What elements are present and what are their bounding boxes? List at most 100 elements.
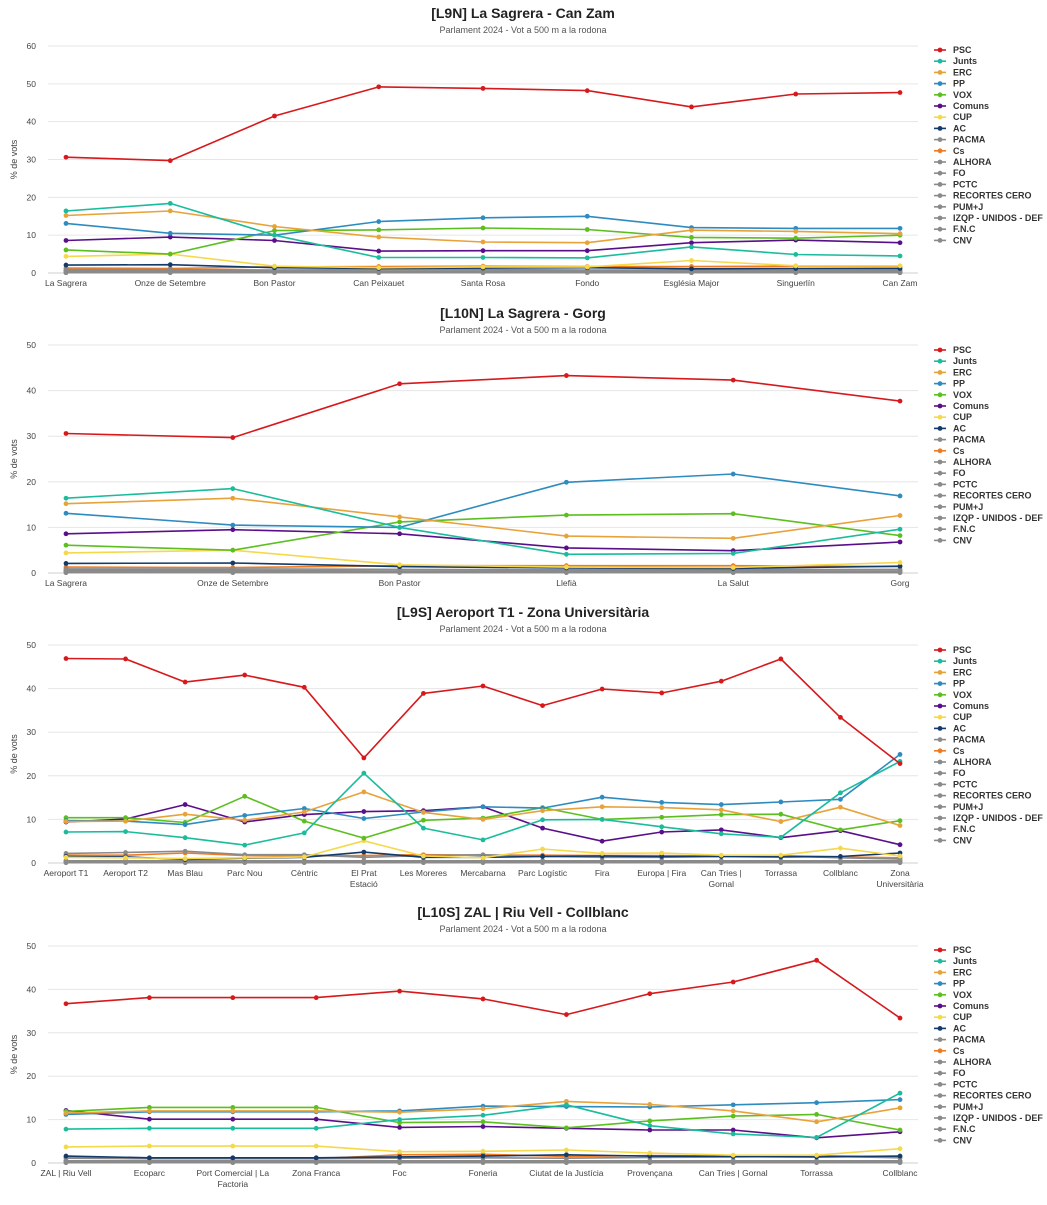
data-point-psc xyxy=(376,84,381,89)
data-point-psc xyxy=(719,679,724,684)
legend-swatch-dot xyxy=(938,437,943,442)
legend-swatch-dot xyxy=(938,193,943,198)
data-point-erc xyxy=(689,228,694,233)
data-point-erc xyxy=(64,501,69,506)
y-tick-label: 20 xyxy=(27,477,37,487)
legend-item-fo: FO xyxy=(934,168,966,178)
legend-swatch-dot xyxy=(938,1004,943,1009)
legend-swatch-dot xyxy=(938,737,943,742)
data-point-alhora xyxy=(540,859,545,864)
legend-label: PP xyxy=(953,679,965,689)
legend-item-pacma: PACMA xyxy=(934,135,986,145)
data-point-cup xyxy=(272,264,277,269)
x-tick-label: Bon Pastor xyxy=(253,278,295,288)
data-point-pp xyxy=(898,226,903,231)
data-point-psc xyxy=(314,995,319,1000)
legend-item-izqp-unidos-def: IZQP - UNIDOS - DEF xyxy=(934,813,1043,823)
legend-item-cs: Cs xyxy=(934,146,965,156)
legend-item-cup: CUP xyxy=(934,1012,972,1022)
data-point-pacma xyxy=(64,267,69,272)
data-point-cup xyxy=(376,265,381,270)
legend-item-recortes-cero: RECORTES CERO xyxy=(934,791,1032,801)
legend-label: CNV xyxy=(953,235,972,245)
data-point-erc xyxy=(64,1111,69,1116)
data-point-erc xyxy=(361,790,366,795)
data-point-psc xyxy=(361,756,366,761)
legend-swatch-dot xyxy=(938,1116,943,1121)
data-point-psc xyxy=(731,980,736,985)
data-point-pp xyxy=(64,511,69,516)
legend-swatch-dot xyxy=(938,160,943,165)
data-point-erc xyxy=(793,229,798,234)
data-point-erc xyxy=(898,513,903,518)
data-point-erc xyxy=(719,807,724,812)
data-point-junts xyxy=(647,1123,652,1128)
legend-label: FO xyxy=(953,468,966,478)
legend-swatch-dot xyxy=(938,1104,943,1109)
legend-item-vox: VOX xyxy=(934,990,972,1000)
data-point-junts xyxy=(64,830,69,835)
legend-swatch-dot xyxy=(938,1026,943,1031)
legend-swatch-dot xyxy=(938,426,943,431)
y-axis-label: % de vots xyxy=(9,734,19,774)
legend-item-pctc: PCTC xyxy=(934,179,978,189)
x-tick-label: Onze de Setembre xyxy=(197,578,269,588)
legend-item-vox: VOX xyxy=(934,690,972,700)
data-point-vox xyxy=(731,511,736,516)
series-junts xyxy=(64,759,903,848)
series-line-pacma xyxy=(66,569,900,570)
data-point-pp xyxy=(361,816,366,821)
data-point-vox xyxy=(64,248,69,253)
series-line-psc xyxy=(66,659,900,764)
legend-item-cnv: CNV xyxy=(934,235,972,245)
legend-item-pctc: PCTC xyxy=(934,1079,978,1089)
legend-label: Junts xyxy=(953,956,977,966)
legend-swatch-dot xyxy=(938,1093,943,1098)
legend-item-pctc: PCTC xyxy=(934,779,978,789)
y-tick-label: 10 xyxy=(27,230,37,240)
data-point-erc xyxy=(898,231,903,236)
legend-swatch-dot xyxy=(938,992,943,997)
data-point-cup xyxy=(898,263,903,268)
data-point-junts xyxy=(778,835,783,840)
legend-swatch-dot xyxy=(938,659,943,664)
x-tick-label: Foneria xyxy=(469,1168,498,1178)
legend-label: ALHORA xyxy=(953,457,992,467)
legend-label: CUP xyxy=(953,112,972,122)
data-point-pp xyxy=(898,1097,903,1102)
data-point-pp xyxy=(898,494,903,499)
data-point-ac xyxy=(314,1155,319,1160)
series-cup xyxy=(64,252,903,270)
legend-item-fo: FO xyxy=(934,768,966,778)
y-tick-label: 0 xyxy=(31,568,36,578)
legend-swatch-dot xyxy=(938,1071,943,1076)
data-point-vox xyxy=(397,520,402,525)
legend-label: PP xyxy=(953,79,965,89)
x-tick-label: Les Moreres xyxy=(400,868,447,878)
data-point-cup xyxy=(481,265,486,270)
data-point-psc xyxy=(123,657,128,662)
data-point-erc xyxy=(272,224,277,229)
data-point-pp xyxy=(64,221,69,226)
legend-swatch-dot xyxy=(938,381,943,386)
data-point-pacma xyxy=(183,849,188,854)
data-point-junts xyxy=(481,837,486,842)
legend-label: AC xyxy=(953,1023,966,1033)
legend-label: RECORTES CERO xyxy=(953,1091,1032,1101)
data-point-cup xyxy=(314,1144,319,1149)
data-point-erc xyxy=(540,808,545,813)
legend-label: Comuns xyxy=(953,1001,989,1011)
legend-label: ERC xyxy=(953,367,973,377)
legend-swatch-dot xyxy=(938,681,943,686)
legend-label: F.N.C xyxy=(953,224,976,234)
data-point-junts xyxy=(731,551,736,556)
data-point-cup xyxy=(230,1144,235,1149)
x-tick-label: Església Major xyxy=(664,278,720,288)
data-point-erc xyxy=(838,805,843,810)
data-point-comuns xyxy=(361,809,366,814)
legend-label: AC xyxy=(953,423,966,433)
data-point-psc xyxy=(689,105,694,110)
data-point-junts xyxy=(64,209,69,214)
data-point-alhora xyxy=(778,859,783,864)
